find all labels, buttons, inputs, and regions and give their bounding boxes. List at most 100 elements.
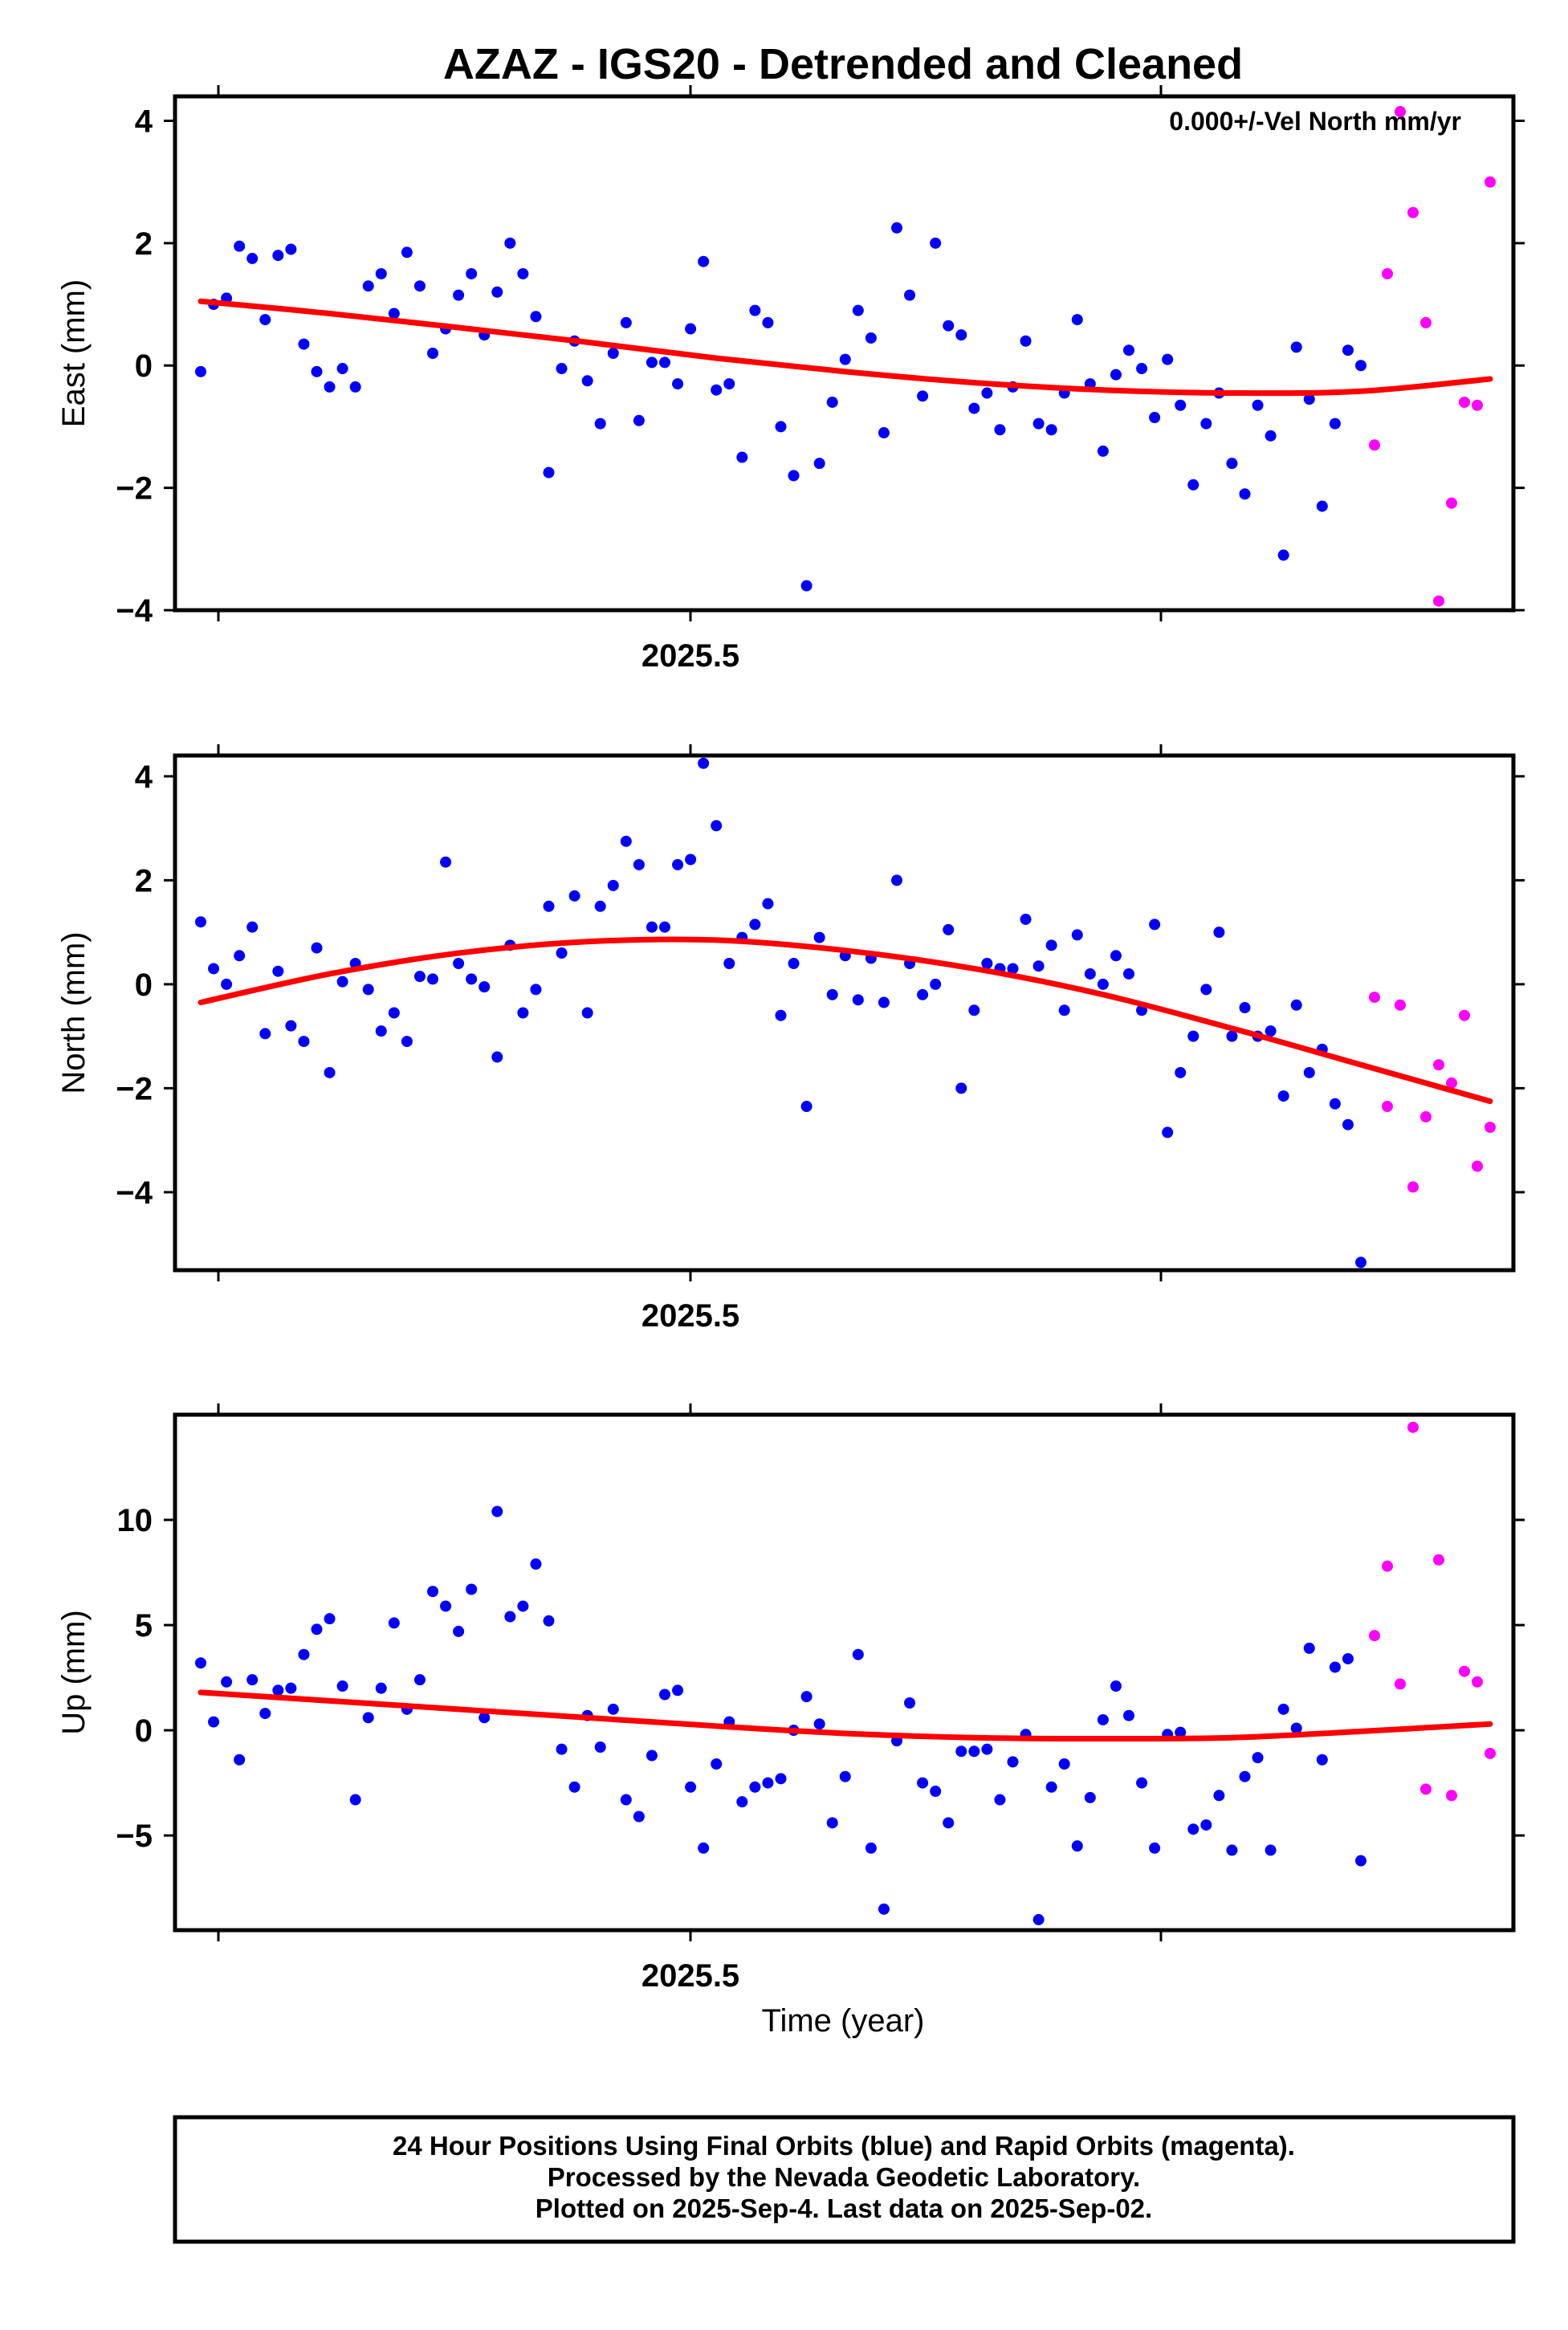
final-orbit-point [788, 470, 800, 482]
final-orbit-point [491, 1505, 503, 1517]
final-orbit-point [607, 879, 619, 891]
final-orbit-point [466, 267, 478, 279]
final-orbit-point [324, 1613, 336, 1625]
y-tick-label: 0 [135, 967, 153, 1003]
final-orbit-point [1277, 1090, 1289, 1102]
final-orbit-point [968, 402, 980, 414]
final-orbit-point [749, 919, 761, 931]
final-orbit-point [259, 1028, 271, 1040]
final-orbit-point [672, 1684, 684, 1697]
final-orbit-point [968, 1004, 980, 1016]
final-orbit-point [1303, 1642, 1315, 1654]
rapid-orbit-point [1369, 1630, 1380, 1642]
rapid-orbit-point [1485, 1747, 1496, 1759]
final-orbit-point [362, 1712, 374, 1724]
final-orbit-point [208, 963, 220, 975]
final-orbit-point [1329, 418, 1341, 430]
final-orbit-point [981, 1743, 993, 1755]
east-panel: 0.000+/-Vel North mm/yr −4 −2 0 2 4 2025.5 Eas… [56, 85, 1525, 674]
final-orbit-point [272, 1684, 284, 1697]
final-orbit-point [1084, 1791, 1096, 1803]
final-orbit-point [1226, 1030, 1238, 1042]
final-orbit-point [195, 365, 206, 377]
rapid-orbit-point [1407, 1421, 1419, 1433]
final-orbit-point [1175, 1066, 1187, 1078]
final-orbit-point [1200, 984, 1212, 996]
final-orbit-point [259, 1708, 271, 1720]
rapid-orbit-point [1382, 267, 1393, 279]
y-tick-label: −2 [116, 471, 153, 507]
final-orbit-point [1123, 1709, 1134, 1721]
final-orbit-point [375, 267, 387, 279]
final-orbit-point [1342, 1118, 1354, 1130]
final-orbit-point [427, 348, 438, 359]
fit-curve [198, 298, 1493, 397]
final-orbit-point [568, 1781, 580, 1793]
final-orbit-point [1123, 344, 1134, 356]
final-orbit-point [968, 1745, 980, 1758]
rapid-orbit-point [1420, 316, 1432, 328]
y-tick-label: −2 [116, 1071, 153, 1106]
final-orbit-point [298, 1036, 310, 1048]
final-orbit-point [388, 1617, 400, 1629]
final-orbit-point [1045, 424, 1057, 436]
final-orbit-point [1355, 360, 1366, 372]
final-orbit-point [955, 1745, 967, 1758]
final-orbit-point [1175, 1726, 1187, 1738]
rapid-orbit-point [1433, 595, 1444, 607]
final-orbit-point [1149, 1842, 1161, 1854]
final-orbit-point [775, 1773, 787, 1785]
final-orbit-point [981, 387, 993, 399]
final-orbit-point [930, 1786, 942, 1798]
final-orbit-point [607, 1703, 619, 1715]
plot-frame [173, 753, 1516, 1273]
north-panel: −4 −2 0 2 4 2025.5 North (mm) [56, 744, 1525, 1334]
final-orbit-point [800, 580, 813, 592]
final-orbit-point [427, 973, 438, 985]
rapid-orbit-point [1459, 1009, 1470, 1021]
final-orbit-point [749, 1781, 761, 1793]
final-orbit-point [285, 1682, 297, 1694]
final-orbit-point [1032, 960, 1045, 972]
final-orbit-point [762, 898, 774, 910]
final-orbit-point [659, 921, 670, 933]
final-orbit-point [1045, 939, 1057, 951]
final-orbit-point [324, 381, 336, 393]
footer-line-1: 24 Hour Positions Using Final Orbits (bl… [393, 2131, 1295, 2161]
final-orbit-point [994, 424, 1006, 436]
velocity-annotation: 0.000+/-Vel North mm/yr [1169, 107, 1461, 136]
final-orbit-point [852, 1648, 864, 1660]
plot-frame [173, 1412, 1516, 1933]
rapid-orbit-point [1420, 1110, 1432, 1122]
final-orbit-point [581, 1007, 593, 1019]
final-orbit-point [581, 375, 593, 387]
final-orbit-point [259, 314, 271, 326]
final-orbit-point [800, 1691, 813, 1703]
final-orbit-point [388, 308, 400, 320]
final-orbit-point [298, 1648, 310, 1660]
final-orbit-point [221, 1676, 233, 1688]
final-orbit-point [543, 466, 555, 479]
final-orbit-point [685, 853, 697, 866]
final-orbit-point [736, 451, 748, 463]
final-orbit-point [375, 1025, 387, 1037]
x-tick-label: 2025.5 [641, 1958, 739, 1994]
final-orbit-point [1277, 1703, 1289, 1715]
fit-curve [198, 1689, 1493, 1742]
final-orbit-point [427, 1586, 438, 1598]
final-orbit-point [234, 240, 246, 252]
final-orbit-point [800, 1101, 813, 1113]
final-orbit-point [1071, 929, 1083, 941]
x-tick-label: 2025.5 [641, 638, 739, 674]
final-orbit-point [826, 1817, 838, 1829]
final-orbit-point [1007, 963, 1019, 975]
final-orbit-point [1277, 549, 1289, 561]
final-orbit-point [479, 1712, 491, 1724]
final-orbit-point [826, 988, 838, 1000]
final-orbit-point [1110, 369, 1122, 381]
final-orbit-point [943, 923, 955, 935]
final-orbit-point [620, 835, 632, 847]
final-orbit-point [324, 1066, 336, 1078]
final-orbit-point [349, 1794, 361, 1806]
final-orbit-point [1355, 1257, 1366, 1269]
